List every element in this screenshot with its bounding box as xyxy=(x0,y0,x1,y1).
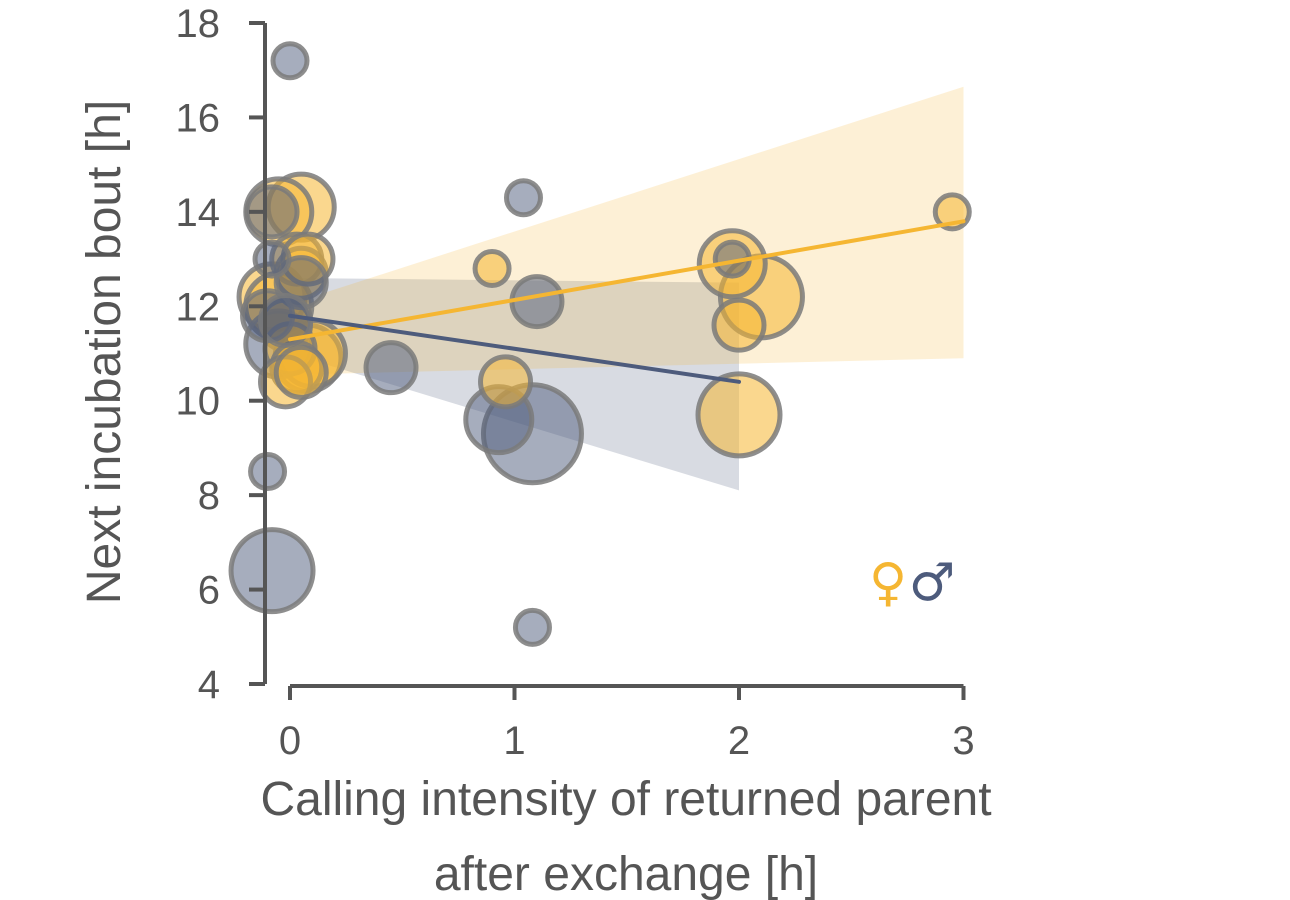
female-regression-line xyxy=(288,219,966,342)
axes xyxy=(249,21,966,700)
x-tick-label: 0 xyxy=(279,719,301,763)
male-data-point xyxy=(503,178,543,218)
x-tick-label: 3 xyxy=(952,719,974,763)
x-tick-label: 1 xyxy=(503,719,525,763)
x-axis-title-line-2: after exchange [h] xyxy=(434,848,818,900)
y-tick-label: 8 xyxy=(198,474,220,518)
y-tick-label: 4 xyxy=(198,663,220,707)
female-data-point xyxy=(478,354,534,410)
male-data-point xyxy=(363,340,419,396)
y-tick-label: 18 xyxy=(176,2,221,46)
male-legend-symbol: ♂ xyxy=(909,553,956,613)
male-regression-line xyxy=(288,313,741,384)
data-points xyxy=(228,41,972,647)
y-tick-label: 12 xyxy=(176,285,221,329)
male-data-point xyxy=(512,607,552,647)
male-data-point xyxy=(248,452,288,492)
legend: ♀ ♂ xyxy=(869,553,955,613)
male-data-point xyxy=(509,274,565,330)
y-axis-title: Next incubation bout [h] xyxy=(78,100,131,604)
female-data-point xyxy=(472,249,512,289)
x-axis-title-line-1: Calling intensity of returned parent xyxy=(260,773,991,826)
female-data-point xyxy=(273,344,329,400)
y-tick-label: 6 xyxy=(198,569,220,613)
y-tick-label: 10 xyxy=(176,380,221,424)
male-data-point xyxy=(252,239,292,279)
female-legend-symbol: ♀ xyxy=(869,553,907,613)
confidence-bands xyxy=(290,86,964,491)
female-data-point xyxy=(695,371,783,459)
y-tick-label: 14 xyxy=(176,191,221,235)
regression-lines xyxy=(288,219,966,384)
x-tick-label: 2 xyxy=(728,719,750,763)
male-data-point xyxy=(244,184,300,240)
female-data-point xyxy=(711,297,767,353)
y-tick-label: 16 xyxy=(176,96,221,140)
male-data-point xyxy=(270,41,310,81)
male-data-point xyxy=(228,527,316,615)
